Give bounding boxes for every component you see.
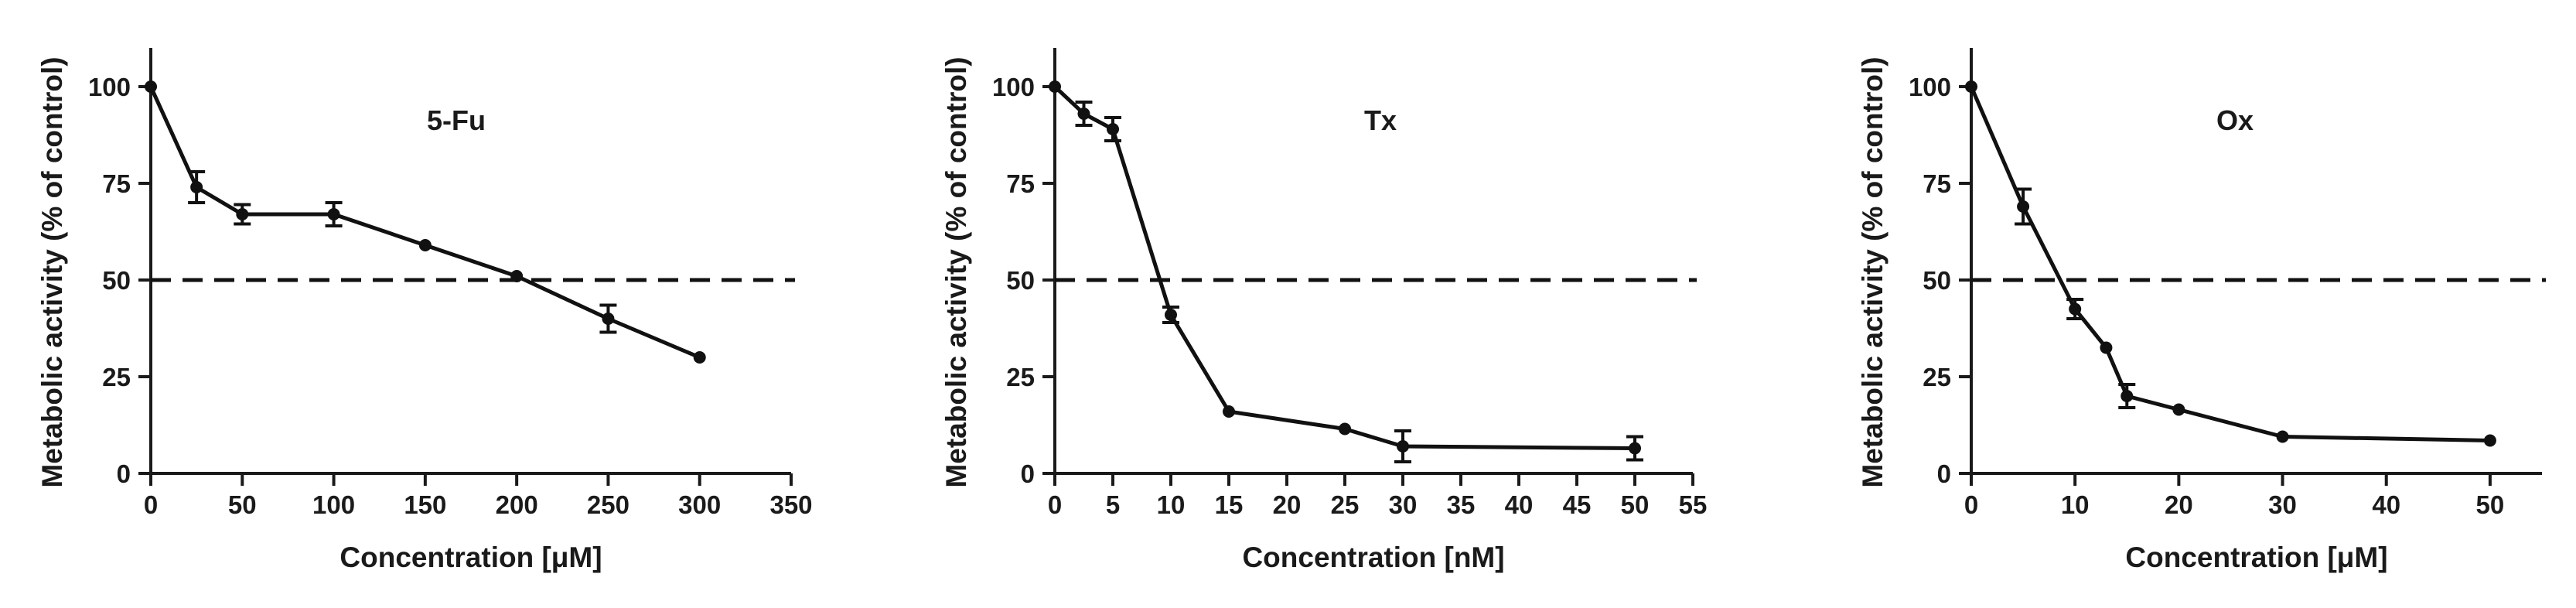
- x-tick-label: 30: [1389, 490, 1418, 519]
- data-point: [2121, 390, 2134, 402]
- data-point: [1107, 123, 1119, 135]
- data-point: [2069, 302, 2082, 316]
- x-tick-label: 20: [2165, 490, 2193, 519]
- x-tick-label: 250: [587, 490, 629, 519]
- data-point: [2172, 403, 2185, 416]
- y-tick-label: 0: [117, 459, 131, 488]
- x-tick-label: 15: [1215, 490, 1244, 519]
- data-point: [1629, 442, 1641, 455]
- data-point: [1339, 422, 1351, 436]
- data-point: [1049, 80, 1061, 93]
- y-axis-title: Metabolic activity (% of control): [1857, 56, 1888, 487]
- data-point: [2483, 434, 2496, 447]
- panel-title: Tx: [1364, 104, 1397, 136]
- x-tick-label: 200: [496, 490, 538, 519]
- x-axis-title: Concentration [nM]: [1242, 541, 1504, 573]
- data-point: [327, 208, 340, 220]
- y-tick-label: 100: [992, 73, 1035, 101]
- data-point: [236, 208, 249, 220]
- x-axis-title: Concentration [μM]: [2125, 541, 2387, 573]
- x-tick-label: 350: [769, 490, 812, 519]
- x-tick-label: 150: [404, 490, 446, 519]
- data-point: [2276, 430, 2289, 443]
- x-axis-title: Concentration [μM]: [339, 541, 602, 573]
- panel-ox: 0 25 50 75 100 0 10 20 30 40 50 Ox Concentration [μM…: [1857, 48, 2546, 573]
- panel-5fu: 0 25 50 75 100 0 50 100 150 200 250 300 350 5-Fu Conce…: [36, 48, 813, 573]
- panel-title: Ox: [2216, 104, 2254, 136]
- y-axis-title: Metabolic activity (% of control): [36, 56, 68, 487]
- y-tick-label: 0: [1937, 459, 1951, 488]
- x-tick-label: 300: [678, 490, 721, 519]
- x-tick-label: 10: [1157, 490, 1186, 519]
- y-tick-label: 25: [102, 363, 131, 391]
- x-tick-label: 100: [312, 490, 355, 519]
- series-line: [1969, 86, 2490, 442]
- data-point: [1223, 405, 1235, 418]
- data-point: [1397, 440, 1409, 453]
- y-tick-label: 100: [88, 73, 131, 101]
- x-tick-label: 10: [2061, 490, 2090, 519]
- x-tick-label: 5: [1106, 490, 1120, 519]
- x-tick-label: 40: [1505, 490, 1534, 519]
- y-tick-label: 100: [1909, 73, 1951, 101]
- data-point: [510, 270, 524, 282]
- y-tick-label: 50: [102, 266, 131, 295]
- x-tick-label: 0: [1964, 490, 1978, 519]
- x-tick-label: 50: [2476, 490, 2505, 519]
- series-line: [148, 85, 701, 360]
- x-tick-label: 20: [1273, 490, 1302, 519]
- x-tick-label: 35: [1447, 490, 1476, 519]
- y-tick-label: 25: [1006, 363, 1035, 391]
- x-tick-label: 50: [1621, 490, 1650, 519]
- data-point: [190, 181, 203, 193]
- panel-title: 5-Fu: [427, 104, 486, 136]
- data-point: [418, 239, 432, 251]
- data-point: [145, 80, 157, 93]
- data-point: [602, 313, 615, 325]
- x-tick-label: 40: [2372, 490, 2400, 519]
- data-point: [2017, 200, 2030, 213]
- y-tick-label: 75: [1923, 169, 1951, 198]
- x-tick-label: 0: [1048, 490, 1062, 519]
- y-tick-label: 0: [1021, 459, 1035, 488]
- data-point: [1165, 309, 1177, 321]
- y-tick-label: 75: [102, 169, 131, 198]
- x-tick-label: 45: [1563, 490, 1592, 519]
- data-point: [1077, 108, 1090, 120]
- y-tick-label: 50: [1923, 266, 1951, 295]
- x-tick-label: 30: [2268, 490, 2297, 519]
- data-point: [693, 351, 706, 364]
- series-line: [1053, 85, 1636, 450]
- data-point: [1965, 80, 1977, 93]
- x-tick-label: 50: [228, 490, 257, 519]
- data-point: [2100, 341, 2113, 354]
- x-tick-label: 25: [1331, 490, 1360, 519]
- y-tick-label: 75: [1006, 169, 1035, 198]
- y-tick-label: 25: [1923, 363, 1951, 391]
- y-axis-title: Metabolic activity (% of control): [940, 56, 972, 487]
- x-tick-label: 55: [1679, 490, 1708, 519]
- panel-tx: 0 25 50 75 100 0 5 10 15 20 25 30 35 40 45 50 55 Tx Concen…: [940, 48, 1707, 573]
- x-tick-label: 0: [144, 490, 158, 519]
- y-tick-label: 50: [1006, 266, 1035, 295]
